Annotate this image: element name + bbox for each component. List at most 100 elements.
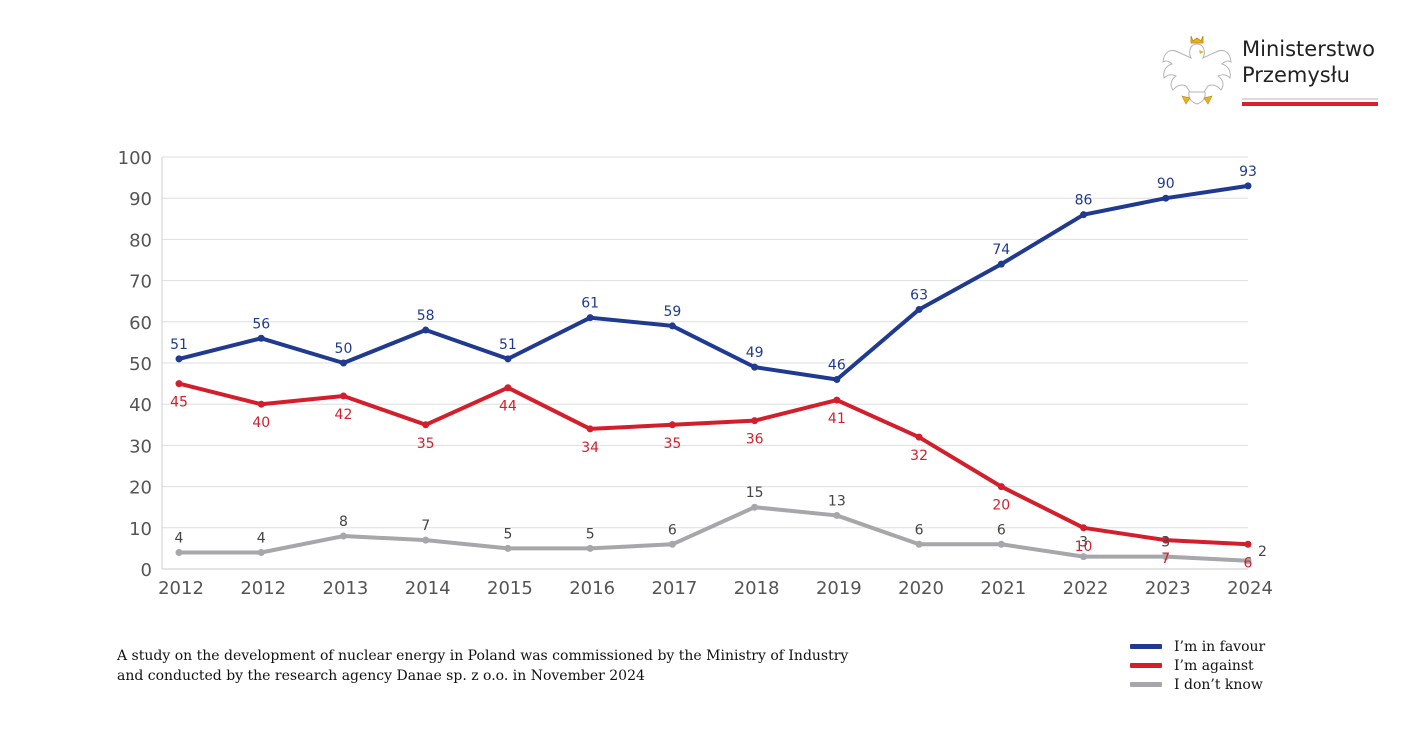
legend-swatch-against — [1130, 663, 1162, 668]
chart-series — [175, 182, 1252, 565]
data-label: 6 — [1244, 555, 1253, 571]
x-tick-label: 2012 — [158, 578, 204, 599]
ministry-logo: Ministerstwo Przemysłu — [1160, 30, 1390, 110]
polish-eagle-emblem-icon — [1162, 35, 1232, 105]
data-label: 51 — [170, 337, 188, 353]
footnote-line1: A study on the development of nuclear en… — [117, 648, 849, 664]
x-tick-label: 2017 — [651, 578, 697, 599]
x-tick-label: 2016 — [569, 578, 615, 599]
data-label: 2 — [1258, 544, 1267, 560]
data-label: 93 — [1239, 164, 1257, 180]
x-tick-label: 2013 — [323, 578, 369, 599]
data-point — [1162, 536, 1170, 544]
data-label: 10 — [1075, 539, 1093, 555]
data-point — [997, 540, 1005, 548]
data-label: 5 — [503, 526, 512, 542]
data-label: 4 — [257, 531, 266, 547]
data-label: 7 — [421, 518, 430, 534]
legend-item-dont-know: I don’t know — [1130, 675, 1265, 694]
data-point — [915, 540, 923, 548]
data-point — [586, 314, 594, 322]
x-tick-label: 2021 — [980, 578, 1026, 599]
data-point — [257, 400, 265, 408]
chart-legend: I’m in favour I’m against I don’t know — [1130, 637, 1265, 694]
data-label: 35 — [663, 436, 681, 452]
chart-grid — [161, 156, 1248, 570]
data-label: 36 — [746, 432, 764, 448]
data-point — [915, 305, 923, 313]
data-point — [997, 483, 1005, 491]
x-tick-label: 2018 — [734, 578, 780, 599]
data-label: 6 — [668, 522, 677, 538]
legend-label-dont-know: I don’t know — [1174, 676, 1263, 693]
data-label: 56 — [252, 316, 270, 332]
data-label: 35 — [417, 436, 435, 452]
series-line-0 — [177, 183, 1250, 382]
legend-item-against: I’m against — [1130, 656, 1265, 675]
flag-stripe-white — [1242, 98, 1378, 100]
series-line-1 — [177, 381, 1250, 547]
data-label: 40 — [252, 415, 270, 431]
footnote-line2: and conducted by the research agency Dan… — [117, 668, 645, 684]
data-label: 61 — [581, 296, 599, 312]
data-label: 45 — [170, 395, 188, 411]
data-point — [668, 540, 676, 548]
data-label: 4 — [175, 531, 184, 547]
legend-label-in-favour: I’m in favour — [1174, 638, 1266, 655]
data-point — [997, 260, 1005, 268]
data-point — [422, 536, 430, 544]
data-point — [915, 433, 923, 441]
x-tick-label: 2019 — [816, 578, 862, 599]
y-tick-label: 70 — [129, 272, 152, 293]
data-point — [586, 544, 594, 552]
y-tick-label: 20 — [129, 478, 152, 499]
data-point — [175, 380, 183, 388]
data-label: 8 — [339, 514, 348, 530]
data-label: 7 — [1161, 551, 1170, 567]
study-footnote: A study on the development of nuclear en… — [117, 646, 917, 686]
data-point — [422, 421, 430, 429]
flag-stripe-red — [1242, 102, 1378, 106]
data-label: 32 — [910, 448, 928, 464]
data-point — [1244, 182, 1252, 190]
data-label: 34 — [581, 440, 599, 456]
data-label: 42 — [335, 407, 353, 423]
x-tick-label: 2014 — [405, 578, 451, 599]
data-label: 59 — [663, 304, 681, 320]
data-point — [668, 322, 676, 330]
data-point — [1162, 553, 1170, 561]
data-point — [1080, 553, 1088, 561]
y-tick-label: 0 — [141, 560, 152, 581]
ministry-name-line2: Przemysłu — [1242, 63, 1350, 87]
data-point — [833, 396, 841, 404]
ministry-name: Ministerstwo Przemysłu — [1242, 36, 1375, 88]
x-tick-label: 2020 — [898, 578, 944, 599]
data-point — [339, 532, 347, 540]
data-label: 41 — [828, 411, 846, 427]
data-label: 44 — [499, 399, 517, 415]
y-axis-ticks: 0 10 20 30 40 50 60 70 80 90 100 — [118, 148, 152, 581]
data-point — [668, 421, 676, 429]
y-tick-label: 50 — [129, 354, 152, 375]
data-label: 58 — [417, 308, 435, 324]
x-axis-ticks: 2012 2012 2013 2014 2015 2016 2017 2018 2019 2020… — [158, 578, 1273, 599]
legend-label-against: I’m against — [1174, 657, 1254, 674]
ministry-name-line1: Ministerstwo — [1242, 37, 1376, 61]
data-label: 86 — [1075, 193, 1093, 209]
x-tick-label: 2012 — [240, 578, 286, 599]
data-point — [751, 503, 759, 511]
data-label: 6 — [997, 522, 1006, 538]
data-label: 51 — [499, 337, 517, 353]
series-line-2 — [177, 505, 1250, 563]
data-point — [751, 417, 759, 425]
y-tick-label: 90 — [129, 189, 152, 210]
legend-swatch-dont-know — [1130, 682, 1162, 687]
data-point — [833, 511, 841, 519]
data-label: 50 — [335, 341, 353, 357]
data-label: 5 — [586, 526, 595, 542]
x-tick-label: 2023 — [1145, 578, 1191, 599]
data-label: 20 — [992, 498, 1010, 514]
data-point — [504, 544, 512, 552]
